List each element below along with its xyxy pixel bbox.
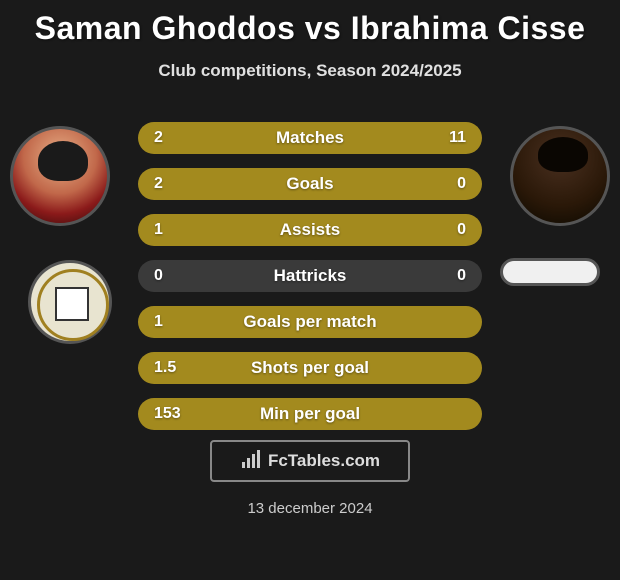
stat-left-value: 1 xyxy=(154,221,194,239)
comparison-subtitle: Club competitions, Season 2024/2025 xyxy=(0,61,620,81)
stat-bars: 2 Matches 11 2 Goals 0 1 Assists 0 0 Hattricks 0 1 Go… xyxy=(138,122,482,444)
stat-bar: 2 Matches 11 xyxy=(138,122,482,154)
stat-bar: 1.5 Shots per goal xyxy=(138,352,482,384)
club-right-badge xyxy=(500,258,600,286)
stat-label: Matches xyxy=(276,128,344,148)
stat-left-value: 153 xyxy=(154,405,194,423)
chart-icon xyxy=(240,448,262,475)
stat-left-value: 1 xyxy=(154,313,194,331)
stat-bar: 1 Assists 0 xyxy=(138,214,482,246)
stat-label: Shots per goal xyxy=(251,358,369,378)
stat-left-value: 0 xyxy=(154,267,194,285)
club-left-badge xyxy=(28,260,112,344)
stat-bar: 2 Goals 0 xyxy=(138,168,482,200)
stat-right-value: 11 xyxy=(426,129,466,147)
stat-bar: 1 Goals per match xyxy=(138,306,482,338)
date-label: 13 december 2024 xyxy=(0,500,620,517)
stat-left-value: 1.5 xyxy=(154,359,194,377)
stat-label: Goals xyxy=(286,174,333,194)
stat-right-value: 0 xyxy=(426,175,466,193)
stat-bar: 0 Hattricks 0 xyxy=(138,260,482,292)
stat-label: Goals per match xyxy=(243,312,376,332)
stat-right-value: 0 xyxy=(426,221,466,239)
logo-text: FcTables.com xyxy=(268,451,380,471)
comparison-title: Saman Ghoddos vs Ibrahima Cisse xyxy=(0,0,620,47)
stat-left-value: 2 xyxy=(154,175,194,193)
stat-bar: 153 Min per goal xyxy=(138,398,482,430)
stat-right-value: 0 xyxy=(426,267,466,285)
fctables-logo: FcTables.com xyxy=(210,440,410,482)
stat-label: Min per goal xyxy=(260,404,360,424)
stat-left-value: 2 xyxy=(154,129,194,147)
stat-label: Hattricks xyxy=(274,266,347,286)
stat-label: Assists xyxy=(280,220,340,240)
player-left-avatar xyxy=(10,126,110,226)
player-right-avatar xyxy=(510,126,610,226)
